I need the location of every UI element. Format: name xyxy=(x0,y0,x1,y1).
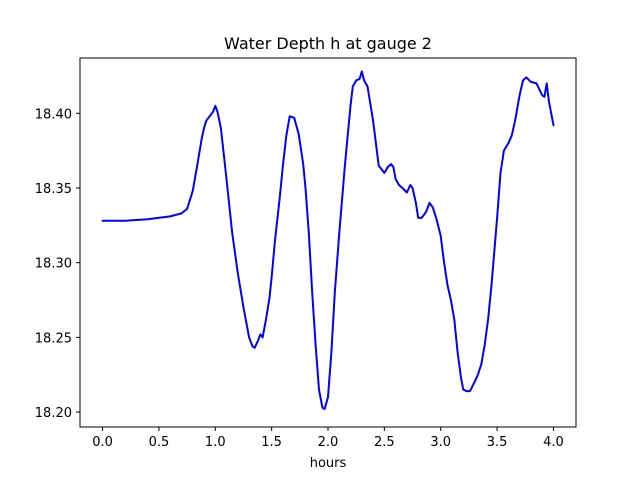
y-tick-label: 18.25 xyxy=(35,331,72,346)
x-tick-label: 4.0 xyxy=(543,435,564,450)
plot-area-frame xyxy=(79,57,577,428)
y-tick-label: 18.20 xyxy=(35,406,72,421)
x-tick-label: 3.0 xyxy=(430,435,451,450)
x-tick-label: 2.0 xyxy=(318,435,339,450)
x-tick-label: 0.0 xyxy=(92,435,113,450)
chart-title: Water Depth h at gauge 2 xyxy=(224,34,432,53)
y-tick-label: 18.30 xyxy=(35,257,72,272)
x-tick-label: 1.0 xyxy=(205,435,226,450)
x-axis-ticks: 0.0 0.5 1.0 1.5 2.0 2.5 3.0 3.5 4.0 xyxy=(92,427,564,450)
y-tick-label: 18.35 xyxy=(35,182,72,197)
x-tick-label: 2.5 xyxy=(374,435,395,450)
water-depth-series-line xyxy=(101,70,555,411)
y-axis-ticks: 18.20 18.25 18.30 18.35 18.40 xyxy=(35,107,80,421)
x-axis-label: hours xyxy=(310,456,347,471)
y-tick-label: 18.40 xyxy=(35,107,72,122)
x-tick-label: 3.5 xyxy=(487,435,508,450)
x-tick-label: 0.5 xyxy=(149,435,170,450)
x-tick-label: 1.5 xyxy=(261,435,282,450)
